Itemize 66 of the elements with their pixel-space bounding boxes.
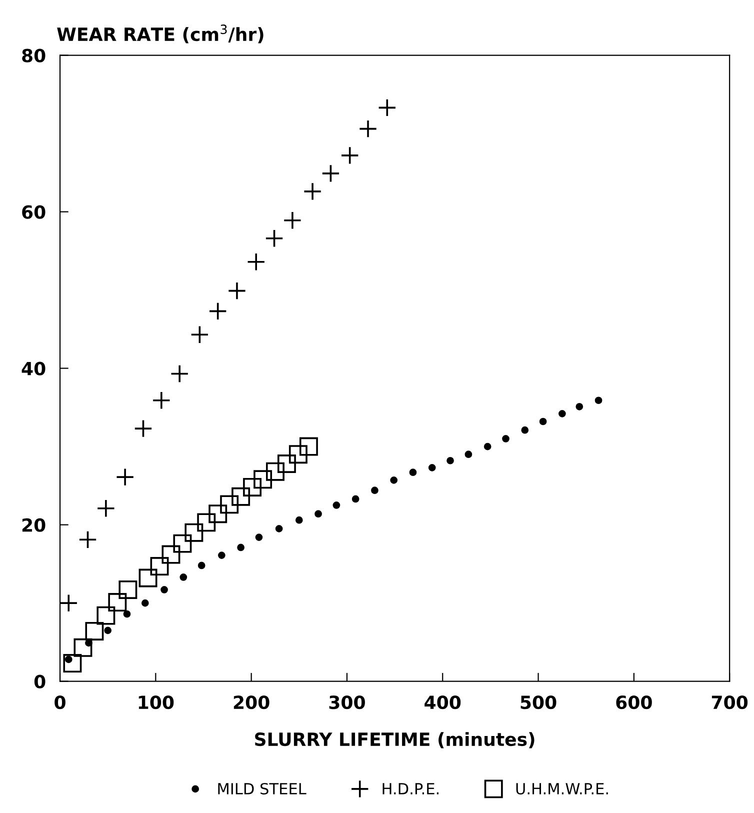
y-tick-label: 40 (22, 362, 46, 376)
x-tick-label: 0 (54, 696, 66, 710)
x-tick-label: 500 (520, 696, 556, 710)
x-tick-label: 200 (234, 696, 270, 710)
point (295, 516, 303, 524)
legend-label: H.D.P.E. (382, 783, 438, 794)
point (390, 476, 398, 484)
point (160, 586, 168, 594)
point (409, 468, 417, 476)
point (332, 502, 340, 509)
point (198, 562, 206, 570)
point (96, 606, 116, 625)
point (208, 504, 228, 524)
x-tick-label: 100 (138, 696, 174, 710)
point (277, 454, 296, 473)
point (104, 626, 112, 634)
point (352, 495, 360, 503)
point (85, 622, 104, 640)
point (74, 638, 92, 657)
point (243, 478, 262, 496)
point (576, 402, 584, 410)
point (220, 495, 239, 514)
y-axis-title: WEAR RATE (cm$^{3}$/hr) (57, 24, 264, 44)
point (502, 435, 510, 442)
x-tick-label: 700 (712, 696, 748, 710)
point (118, 580, 138, 599)
point (314, 510, 322, 518)
x-tick-label: 300 (329, 696, 365, 710)
point (184, 523, 204, 542)
point (232, 487, 250, 506)
point (150, 557, 169, 576)
point (275, 525, 283, 532)
point (371, 486, 378, 494)
point (255, 534, 263, 541)
point (594, 396, 602, 404)
point (180, 574, 188, 581)
point (288, 445, 308, 464)
x-tick-label: 400 (424, 696, 461, 710)
point (464, 450, 472, 458)
y-tick-label: 20 (22, 518, 46, 532)
point (446, 456, 454, 464)
point (299, 437, 318, 456)
x-tick-label: 600 (616, 696, 652, 710)
point (108, 593, 127, 612)
point (484, 442, 492, 450)
point (173, 534, 192, 553)
point (63, 654, 82, 673)
point (266, 462, 284, 481)
point (237, 544, 244, 552)
point (428, 464, 436, 472)
point (254, 470, 272, 489)
y-tick-label: 80 (22, 48, 46, 62)
x-axis-title: SLURRY LIFETIME (minutes) (255, 732, 534, 748)
point (197, 513, 216, 532)
point (162, 545, 180, 564)
point (558, 410, 566, 418)
legend-label: MILD STEEL (218, 782, 306, 795)
point (539, 418, 547, 426)
point (521, 426, 529, 434)
point (141, 599, 149, 607)
point (123, 610, 131, 618)
legend-label: U.H.M.W.P.E. (516, 783, 608, 795)
point (138, 568, 158, 588)
y-tick-label: 60 (22, 205, 46, 219)
point (218, 552, 226, 559)
y-tick-label: 0 (34, 674, 46, 688)
